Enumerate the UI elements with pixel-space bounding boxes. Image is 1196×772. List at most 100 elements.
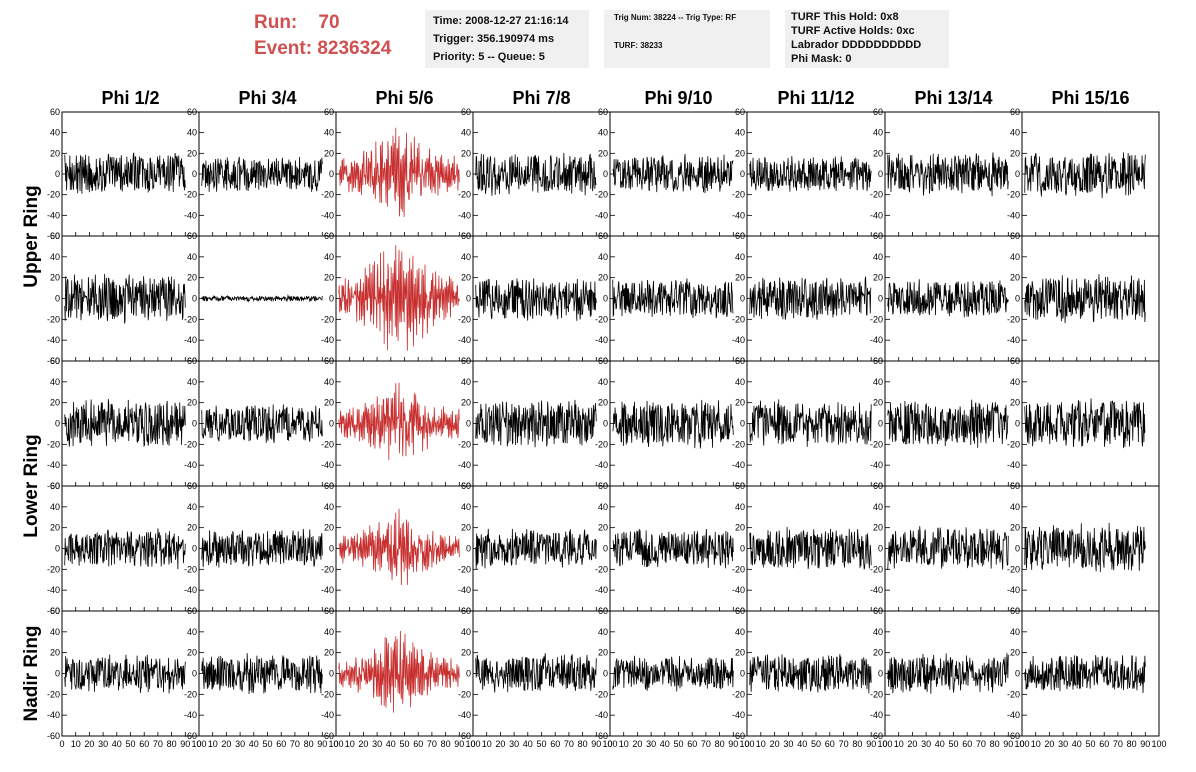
x-tick-label: 40 [1072,739,1082,749]
y-tick-label: 60 [187,356,197,366]
y-tick-label: 60 [1010,356,1020,366]
waveform-trace [612,399,734,449]
event-label: Event: 8236324 [254,38,392,59]
x-tick-label: 90 [1003,739,1013,749]
y-tick-label: 20 [598,148,608,158]
x-tick-label: 60 [550,739,560,749]
y-tick-label: -60 [47,606,60,616]
y-tick-label: 40 [735,502,745,512]
y-tick-label: -60 [1007,731,1020,741]
x-tick-label: 100 [602,739,617,749]
x-tick-label: 50 [811,739,821,749]
y-tick-label: 40 [50,252,60,262]
y-tick-label: 40 [873,252,883,262]
column-title: Phi 3/4 [238,88,296,108]
y-tick-label: -20 [1007,314,1020,324]
y-tick-label: -60 [595,731,608,741]
run-label: Run: 70 [254,12,340,33]
y-tick-label: 60 [461,481,471,491]
y-tick-label: -40 [321,585,334,595]
y-tick-label: 0 [603,669,608,679]
y-tick-label: 40 [187,128,197,138]
y-tick-label: 0 [1015,669,1020,679]
waveform-trace [749,156,872,192]
y-tick-label: 40 [1010,252,1020,262]
y-tick-label: 20 [324,648,334,658]
y-tick-label: -40 [1007,585,1020,595]
y-tick-label: -40 [1007,460,1020,470]
y-tick-label: -20 [1007,439,1020,449]
y-tick-label: 0 [1015,544,1020,554]
y-tick-label: -20 [458,564,471,574]
x-tick-label: 10 [894,739,904,749]
y-tick-label: -20 [184,190,197,200]
y-tick-label: -20 [870,314,883,324]
y-tick-label: 60 [324,356,334,366]
x-tick-label: 80 [715,739,725,749]
y-tick-label: 60 [324,481,334,491]
column-title: Phi 1/2 [101,88,159,108]
x-tick-label: 30 [509,739,519,749]
x-tick-label: 60 [825,739,835,749]
y-tick-label: 20 [1010,398,1020,408]
trig-info-panel: Trig Num: 38224 -- Trig Type: RF TURF: 3… [604,10,770,68]
x-tick-label: 80 [167,739,177,749]
x-tick-label: 40 [112,739,122,749]
y-tick-label: -40 [458,460,471,470]
y-tick-label: 60 [50,231,60,241]
y-tick-label: 60 [735,231,745,241]
subplot-frame [335,360,474,487]
y-tick-label: 0 [878,169,883,179]
y-tick-label: -40 [458,710,471,720]
y-tick-label: 40 [187,377,197,387]
y-tick-label: 60 [873,356,883,366]
y-tick-label: 60 [873,231,883,241]
waveform-trace [64,399,186,448]
y-tick-label: 60 [187,107,197,117]
y-tick-label: 40 [735,377,745,387]
y-tick-label: 40 [461,502,471,512]
y-tick-label: -40 [870,710,883,720]
y-tick-label: 20 [50,273,60,283]
waveform-trace [201,156,323,192]
x-tick-label: 40 [249,739,259,749]
y-tick-label: 20 [324,273,334,283]
y-tick-label: -20 [732,564,745,574]
y-tick-label: 20 [187,523,197,533]
x-tick-label: 10 [756,739,766,749]
x-tick-label: 80 [441,739,451,749]
x-tick-label: 60 [962,739,972,749]
subplot-frame [472,111,611,237]
y-tick-label: 0 [1015,169,1020,179]
y-tick-label: -40 [595,585,608,595]
subplot-frame [198,111,337,237]
y-tick-label: 40 [598,627,608,637]
y-tick-label: 20 [598,398,608,408]
ring-label: Upper Ring [21,185,42,287]
y-tick-label: -20 [184,314,197,324]
labrador-text: Labrador DDDDDDDDDD [791,39,922,51]
y-tick-label: -20 [732,314,745,324]
y-tick-label: 20 [735,273,745,283]
y-tick-label: 0 [55,169,60,179]
x-tick-label: 10 [71,739,81,749]
y-tick-label: 20 [598,273,608,283]
x-tick-label: 90 [866,739,876,749]
x-tick-label: 50 [262,739,272,749]
waveform-trace [749,399,872,447]
y-tick-label: -20 [1007,190,1020,200]
y-tick-label: 0 [878,419,883,429]
triggered-waveform-trace [338,382,460,461]
y-tick-label: 20 [1010,523,1020,533]
y-tick-label: -20 [1007,689,1020,699]
y-tick-label: 20 [461,648,471,658]
trig-num-text: Trig Num: 38224 -- Trig Type: RF [614,13,737,22]
y-tick-label: 60 [461,356,471,366]
y-tick-label: 40 [324,627,334,637]
y-tick-label: 40 [873,128,883,138]
y-tick-label: 60 [50,356,60,366]
y-tick-label: 40 [1010,377,1020,387]
y-tick-label: 0 [192,294,197,304]
y-tick-label: 0 [740,544,745,554]
y-tick-label: -20 [184,439,197,449]
